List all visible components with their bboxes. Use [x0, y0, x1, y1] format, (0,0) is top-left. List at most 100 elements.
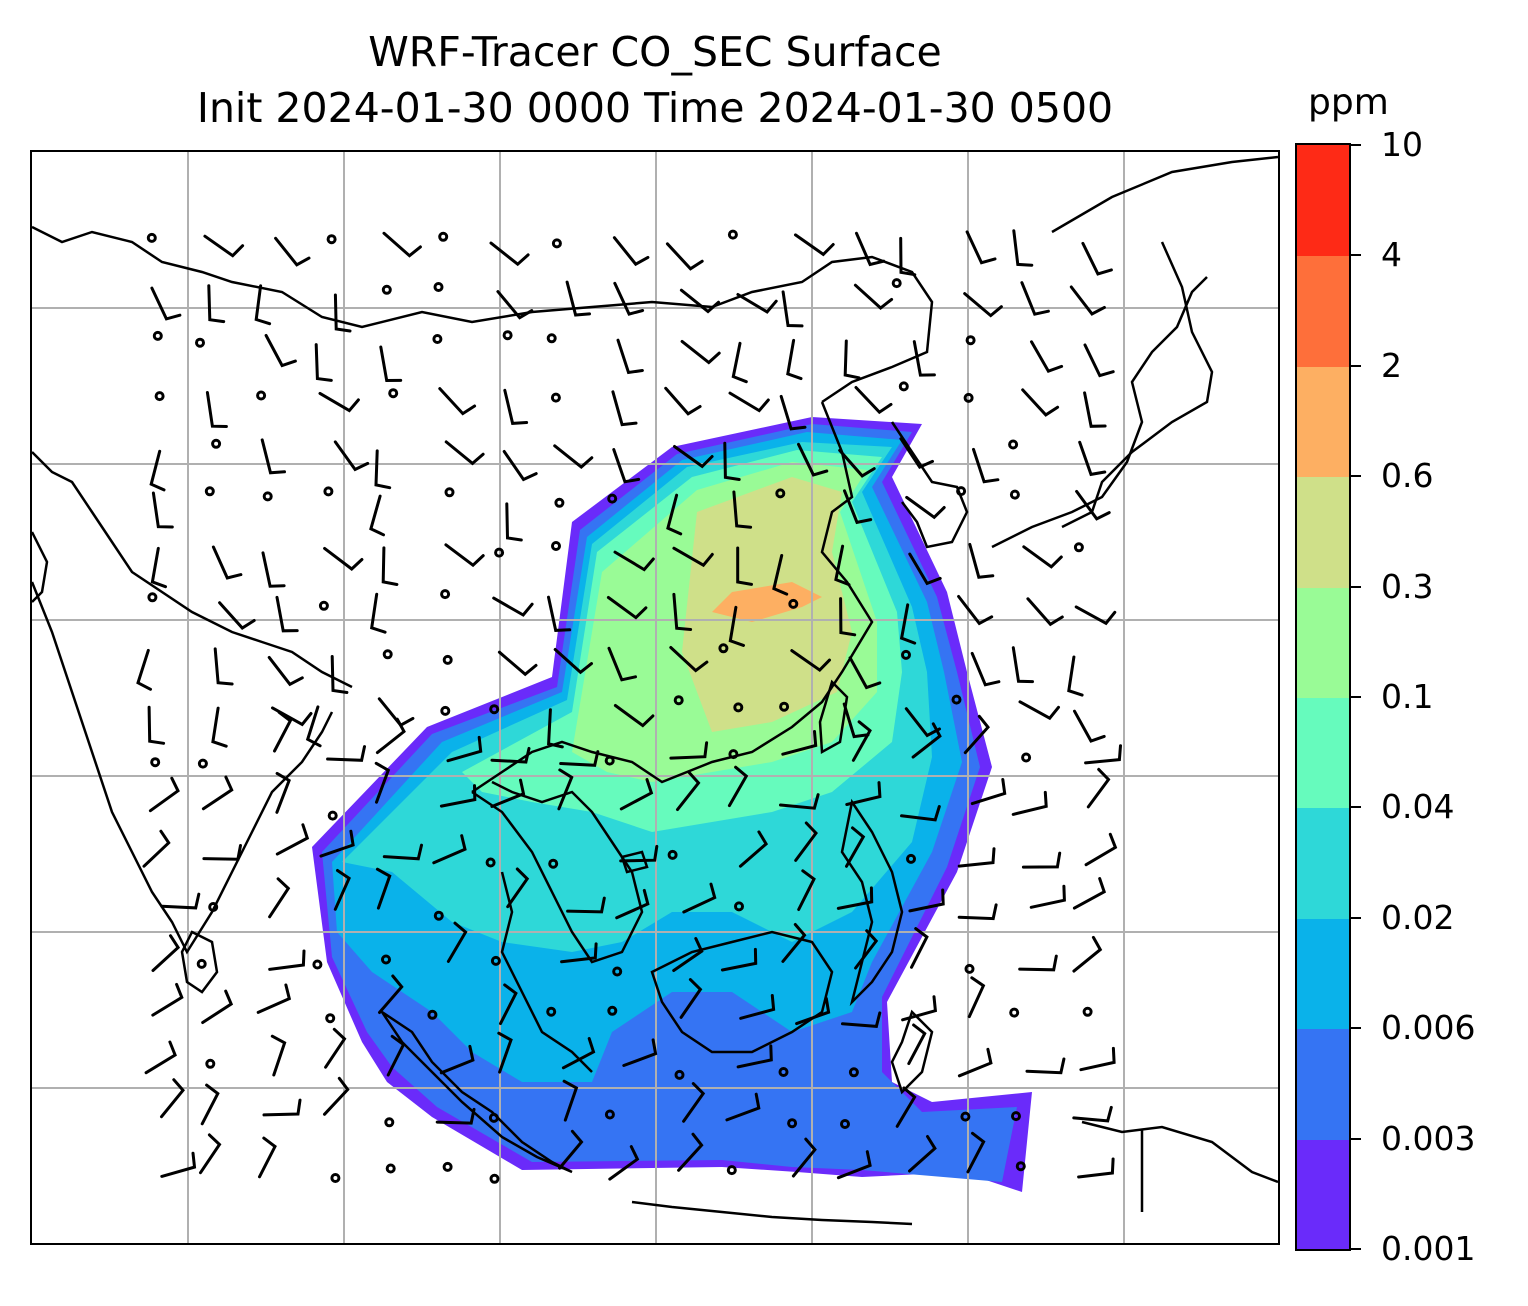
colorbar-tick-label: 0.3 [1381, 566, 1434, 606]
wind-barb [319, 829, 355, 858]
coastline-taiwan [818, 679, 849, 755]
wind-barb [374, 449, 392, 490]
wind-barb [370, 592, 387, 634]
calm-wind-marker [546, 1006, 557, 1017]
wind-barb [731, 341, 748, 384]
coastline-hainan [620, 850, 649, 874]
calm-wind-marker [204, 486, 215, 497]
colorbar-unit: ppm [1308, 82, 1389, 123]
wind-barb [779, 394, 807, 431]
calm-wind-marker [726, 1165, 737, 1176]
wind-barb [506, 867, 530, 909]
wind-barb [147, 705, 166, 745]
wind-barb [547, 708, 564, 749]
wind-barb [790, 649, 831, 673]
wind-barb [1075, 489, 1111, 521]
wind-barb [899, 437, 934, 469]
wind-barb [268, 949, 306, 971]
wind-barb [142, 829, 171, 868]
colorbar-band [1297, 1138, 1349, 1249]
wind-barb [444, 440, 485, 466]
calm-wind-marker [438, 231, 449, 242]
wind-barb [254, 284, 272, 326]
wind-barb [725, 1092, 761, 1122]
wind-barb [680, 339, 721, 365]
calm-wind-marker [382, 649, 393, 660]
wind-barb [732, 490, 753, 529]
wind-barb [505, 502, 523, 542]
calm-wind-marker [734, 901, 744, 912]
map-frame [30, 150, 1280, 1245]
colorbar-tick [1351, 1137, 1361, 1140]
wind-barb [201, 775, 234, 811]
wind-barb [797, 869, 816, 911]
coastline-malay-peninsula [500, 871, 593, 1073]
wind-barb [268, 877, 291, 919]
wind-barb [150, 546, 167, 589]
colorbar-tick [1351, 1027, 1361, 1030]
calm-wind-marker [898, 381, 909, 392]
wind-barb [151, 491, 174, 529]
wind-barb [375, 867, 392, 910]
coastline-sulawesi [890, 1009, 934, 1095]
map-canvas [32, 152, 1278, 1243]
wind-barb [497, 1031, 513, 1074]
wind-barb [323, 1076, 350, 1116]
colorbar-tick-label: 0.001 [1381, 1229, 1476, 1268]
coastline-new-guinea [1081, 1120, 1278, 1184]
coastline-japan [991, 276, 1208, 549]
wind-barb [963, 714, 990, 755]
calm-wind-marker [485, 857, 496, 868]
calm-wind-marker [960, 1111, 971, 1122]
calm-wind-marker [546, 333, 557, 344]
wind-barb [908, 552, 942, 586]
wind-barb [144, 1040, 177, 1075]
calm-wind-marker [848, 1067, 859, 1078]
calm-wind-marker [551, 238, 562, 249]
calm-wind-marker [494, 547, 505, 558]
calm-wind-marker [673, 695, 684, 706]
calm-wind-marker [326, 234, 337, 245]
colorbar-tick-label: 0.02 [1381, 897, 1455, 937]
wind-barb [149, 449, 166, 492]
wind-barb [333, 440, 370, 472]
wind-barb [201, 989, 234, 1024]
wind-barb [720, 947, 758, 972]
wind-barb [1078, 440, 1107, 477]
wind-barb [612, 236, 650, 267]
wind-barb [836, 886, 874, 910]
calm-wind-marker [147, 592, 158, 603]
wind-barb [843, 489, 873, 525]
wind-barb [273, 710, 293, 753]
wind-barb [136, 648, 152, 691]
wind-barb [727, 765, 749, 808]
wind-barb [256, 983, 292, 1014]
wind-barb [669, 741, 709, 760]
wind-barb [907, 1023, 927, 1066]
wind-barb [607, 646, 637, 682]
calm-wind-marker [551, 541, 561, 551]
wind-barb [1084, 744, 1122, 765]
calm-wind-marker [381, 954, 391, 965]
wind-barb [553, 648, 593, 675]
field-band-7 [712, 582, 822, 622]
wind-barb [562, 1079, 579, 1122]
wind-barb [736, 1044, 773, 1069]
wind-barb [435, 1107, 476, 1125]
wind-barb [503, 388, 529, 425]
wind-barb [1079, 1046, 1116, 1072]
colorbar-tick [1351, 585, 1361, 588]
colorbar-tick-label: 2 [1381, 345, 1402, 385]
calm-wind-marker [778, 1067, 789, 1077]
wind-barb [558, 1129, 584, 1170]
calm-wind-marker [1015, 1161, 1026, 1172]
wind-barb [672, 937, 704, 972]
calm-wind-marker [548, 858, 559, 869]
coastline-india-west [32, 451, 353, 689]
wind-barb [1074, 605, 1117, 626]
calm-wind-marker [1021, 752, 1032, 763]
colorbar-band [1297, 255, 1349, 367]
wind-barb [622, 1038, 658, 1067]
wind-barb [970, 778, 1007, 806]
coastline-java [631, 1200, 913, 1226]
